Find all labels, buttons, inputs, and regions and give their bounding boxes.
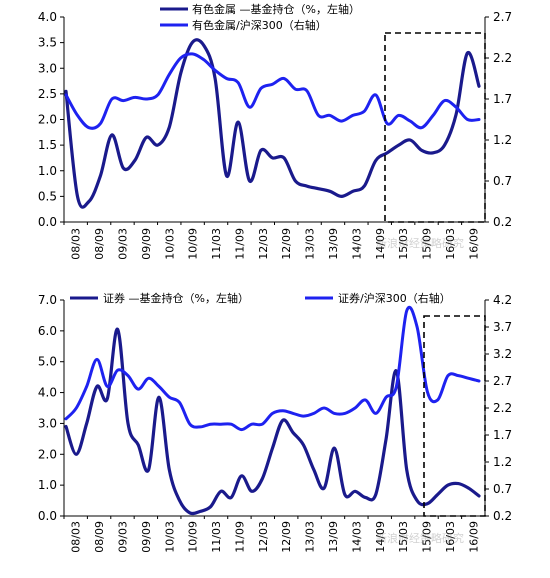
x-tick-label: 12/03 [257, 228, 270, 260]
left-tick-label: 4.0 [38, 10, 57, 24]
legend-label-0: 证券 —基金持仓（%，左轴） [103, 291, 249, 305]
x-tick-label: 11/03 [210, 521, 223, 553]
right-tick-label: 1.7 [493, 92, 512, 106]
x-tick-label: 11/09 [233, 521, 246, 553]
right-tick-label: 1.7 [493, 428, 512, 442]
left-tick-label: 2.0 [38, 113, 57, 127]
x-tick-label: 16/09 [467, 228, 480, 260]
x-tick-label: 09/09 [140, 228, 153, 260]
left-tick-label: 0.0 [38, 509, 57, 523]
left-tick-label: 2.5 [38, 87, 57, 101]
x-tick-label: 13/03 [304, 521, 317, 553]
x-tick-label: 13/09 [327, 228, 340, 260]
left-tick-label: 1.0 [38, 164, 57, 178]
x-tick-label: 09/03 [117, 521, 130, 553]
watermark: 新浪财经策略研究 [376, 531, 464, 545]
left-tick-label: 5.0 [38, 355, 57, 369]
left-tick-label: 3.0 [38, 416, 57, 430]
x-tick-label: 12/09 [280, 228, 293, 260]
left-tick-label: 3.5 [38, 36, 57, 50]
x-tick-label: 10/03 [163, 228, 176, 260]
chart-panel-top: 0.0 0.5 1.0 1.5 2.0 2.5 3.0 3.5 4.0 0.2 0.7 1.2 1.7 2… [38, 2, 512, 260]
left-tick-label: 7.0 [38, 293, 57, 307]
x-tick-label: 09/03 [117, 228, 130, 260]
right-tick-label: 4.2 [493, 293, 512, 307]
series-line-1 [64, 305, 481, 432]
x-tick-label: 13/09 [327, 521, 340, 553]
left-tick-label: 1.0 [38, 478, 57, 492]
x-tick-label: 09/09 [140, 521, 153, 553]
right-tick-label: 3.7 [493, 320, 512, 334]
series-line-0 [64, 327, 481, 516]
x-tick-label: 10/09 [187, 228, 200, 260]
left-tick-label: 6.0 [38, 324, 57, 338]
legend-label-0: 有色金属 —基金持仓（%，左轴） [192, 2, 360, 16]
series-line-0 [64, 38, 481, 209]
x-tick-label: 15/03 [397, 521, 410, 553]
right-tick-label: 2.7 [493, 374, 512, 388]
right-tick-label: 0.2 [493, 215, 512, 229]
legend-label-1: 有色金属/沪深300（右轴） [192, 18, 327, 32]
right-tick-label: 0.7 [493, 174, 512, 188]
right-tick-label: 2.7 [493, 10, 512, 24]
right-tick-label: 1.2 [493, 133, 512, 147]
left-tick-label: 3.0 [38, 61, 57, 75]
x-tick-label: 14/09 [374, 521, 387, 553]
x-tick-label: 16/03 [444, 228, 457, 260]
x-tick-label: 14/03 [350, 521, 363, 553]
x-tick-label: 10/09 [187, 521, 200, 553]
x-tick-label: 16/09 [467, 521, 480, 553]
x-tick-label: 14/03 [350, 228, 363, 260]
x-tick-label: 10/03 [163, 521, 176, 553]
series-line-1 [64, 52, 481, 130]
left-tick-label: 1.5 [38, 138, 57, 152]
x-tick-label: 16/03 [444, 521, 457, 553]
right-tick-label: 2.2 [493, 51, 512, 65]
watermark: 新浪财经策略研究 [376, 236, 464, 250]
right-tick-label: 0.2 [493, 509, 512, 523]
x-tick-label: 08/03 [70, 521, 83, 553]
left-tick-label: 0.0 [38, 215, 57, 229]
x-tick-label: 13/03 [304, 228, 317, 260]
x-tick-label: 15/03 [397, 228, 410, 260]
x-tick-label: 12/03 [257, 521, 270, 553]
right-tick-label: 2.2 [493, 401, 512, 415]
right-tick-label: 1.2 [493, 455, 512, 469]
x-tick-label: 12/09 [280, 521, 293, 553]
left-tick-label: 4.0 [38, 386, 57, 400]
right-tick-label: 0.7 [493, 482, 512, 496]
x-tick-label: 08/09 [93, 228, 106, 260]
x-tick-label: 08/09 [93, 521, 106, 553]
right-tick-label: 3.2 [493, 347, 512, 361]
left-tick-label: 2.0 [38, 447, 57, 461]
x-tick-label: 15/09 [421, 521, 434, 553]
highlight-box [384, 32, 486, 223]
x-tick-label: 11/09 [233, 228, 246, 260]
highlight-box [423, 315, 486, 517]
x-tick-label: 14/09 [374, 228, 387, 260]
x-tick-label: 15/09 [421, 228, 434, 260]
left-tick-label: 0.5 [38, 189, 57, 203]
chart-panel-bottom: 0.0 1.0 2.0 3.0 4.0 5.0 6.0 7.0 0.2 0.7 1.2 1.7 2.2 2… [38, 291, 512, 553]
x-tick-label: 08/03 [70, 228, 83, 260]
legend-label-1: 证券/沪深300（右轴） [338, 291, 451, 305]
x-tick-label: 11/03 [210, 228, 223, 260]
